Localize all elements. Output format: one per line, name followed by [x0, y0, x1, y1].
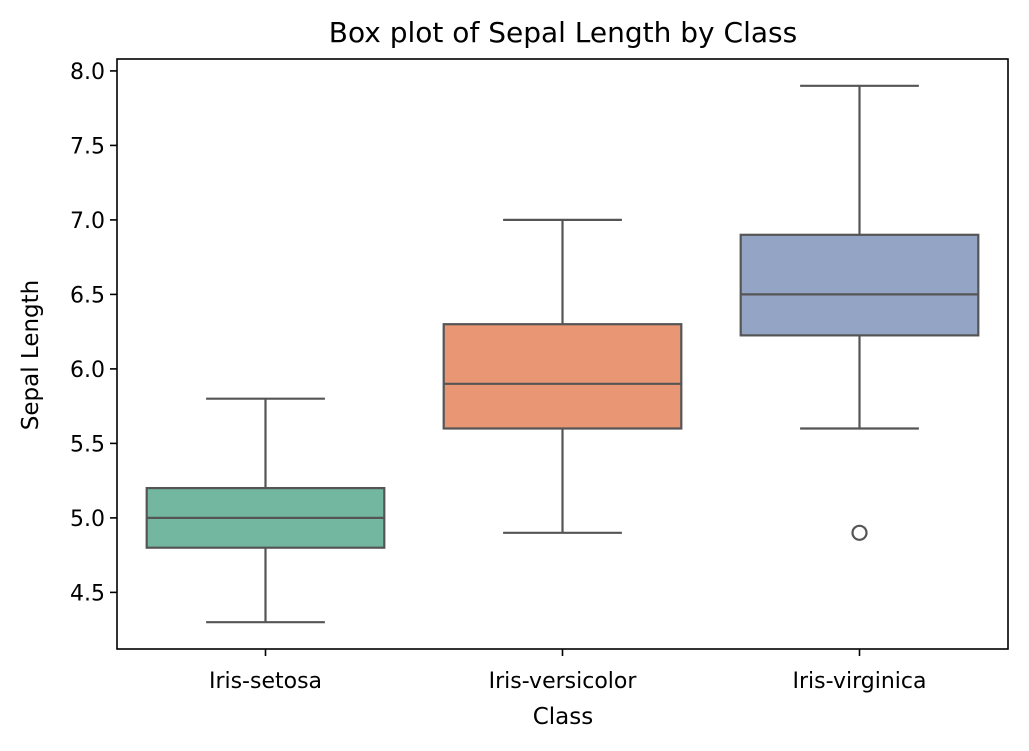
box-group [442, 218, 683, 534]
plot-frame [116, 58, 1009, 650]
x-tick-label: Iris-versicolor [489, 669, 638, 694]
outlier-point [851, 524, 868, 541]
x-tick-label: Iris-virginica [793, 669, 927, 694]
y-axis: 4.5 5.0 5.5 6.0 6.5 7.0 7.5 8.0 [70, 60, 117, 606]
y-tick-label: 6.5 [70, 283, 105, 308]
box [442, 323, 683, 430]
y-tick-label: 6.0 [70, 358, 105, 383]
box-group [739, 84, 980, 541]
y-tick-label: 5.5 [70, 432, 105, 457]
y-tick-label: 7.0 [70, 209, 105, 234]
y-tick-label: 8.0 [70, 60, 105, 85]
x-axis-label: Class [533, 704, 594, 730]
y-axis-label: Sepal Length [18, 280, 44, 430]
x-axis: Iris-setosa Iris-versicolor Iris-virginica [209, 649, 927, 694]
box [739, 233, 980, 337]
y-tick-label: 5.0 [70, 507, 105, 532]
y-tick-label: 7.5 [70, 134, 105, 159]
plot-area [145, 84, 980, 624]
y-tick-label: 4.5 [70, 581, 105, 606]
chart-title: Box plot of Sepal Length by Class [329, 16, 797, 49]
box-group [145, 397, 386, 624]
x-tick-label: Iris-setosa [209, 669, 322, 694]
